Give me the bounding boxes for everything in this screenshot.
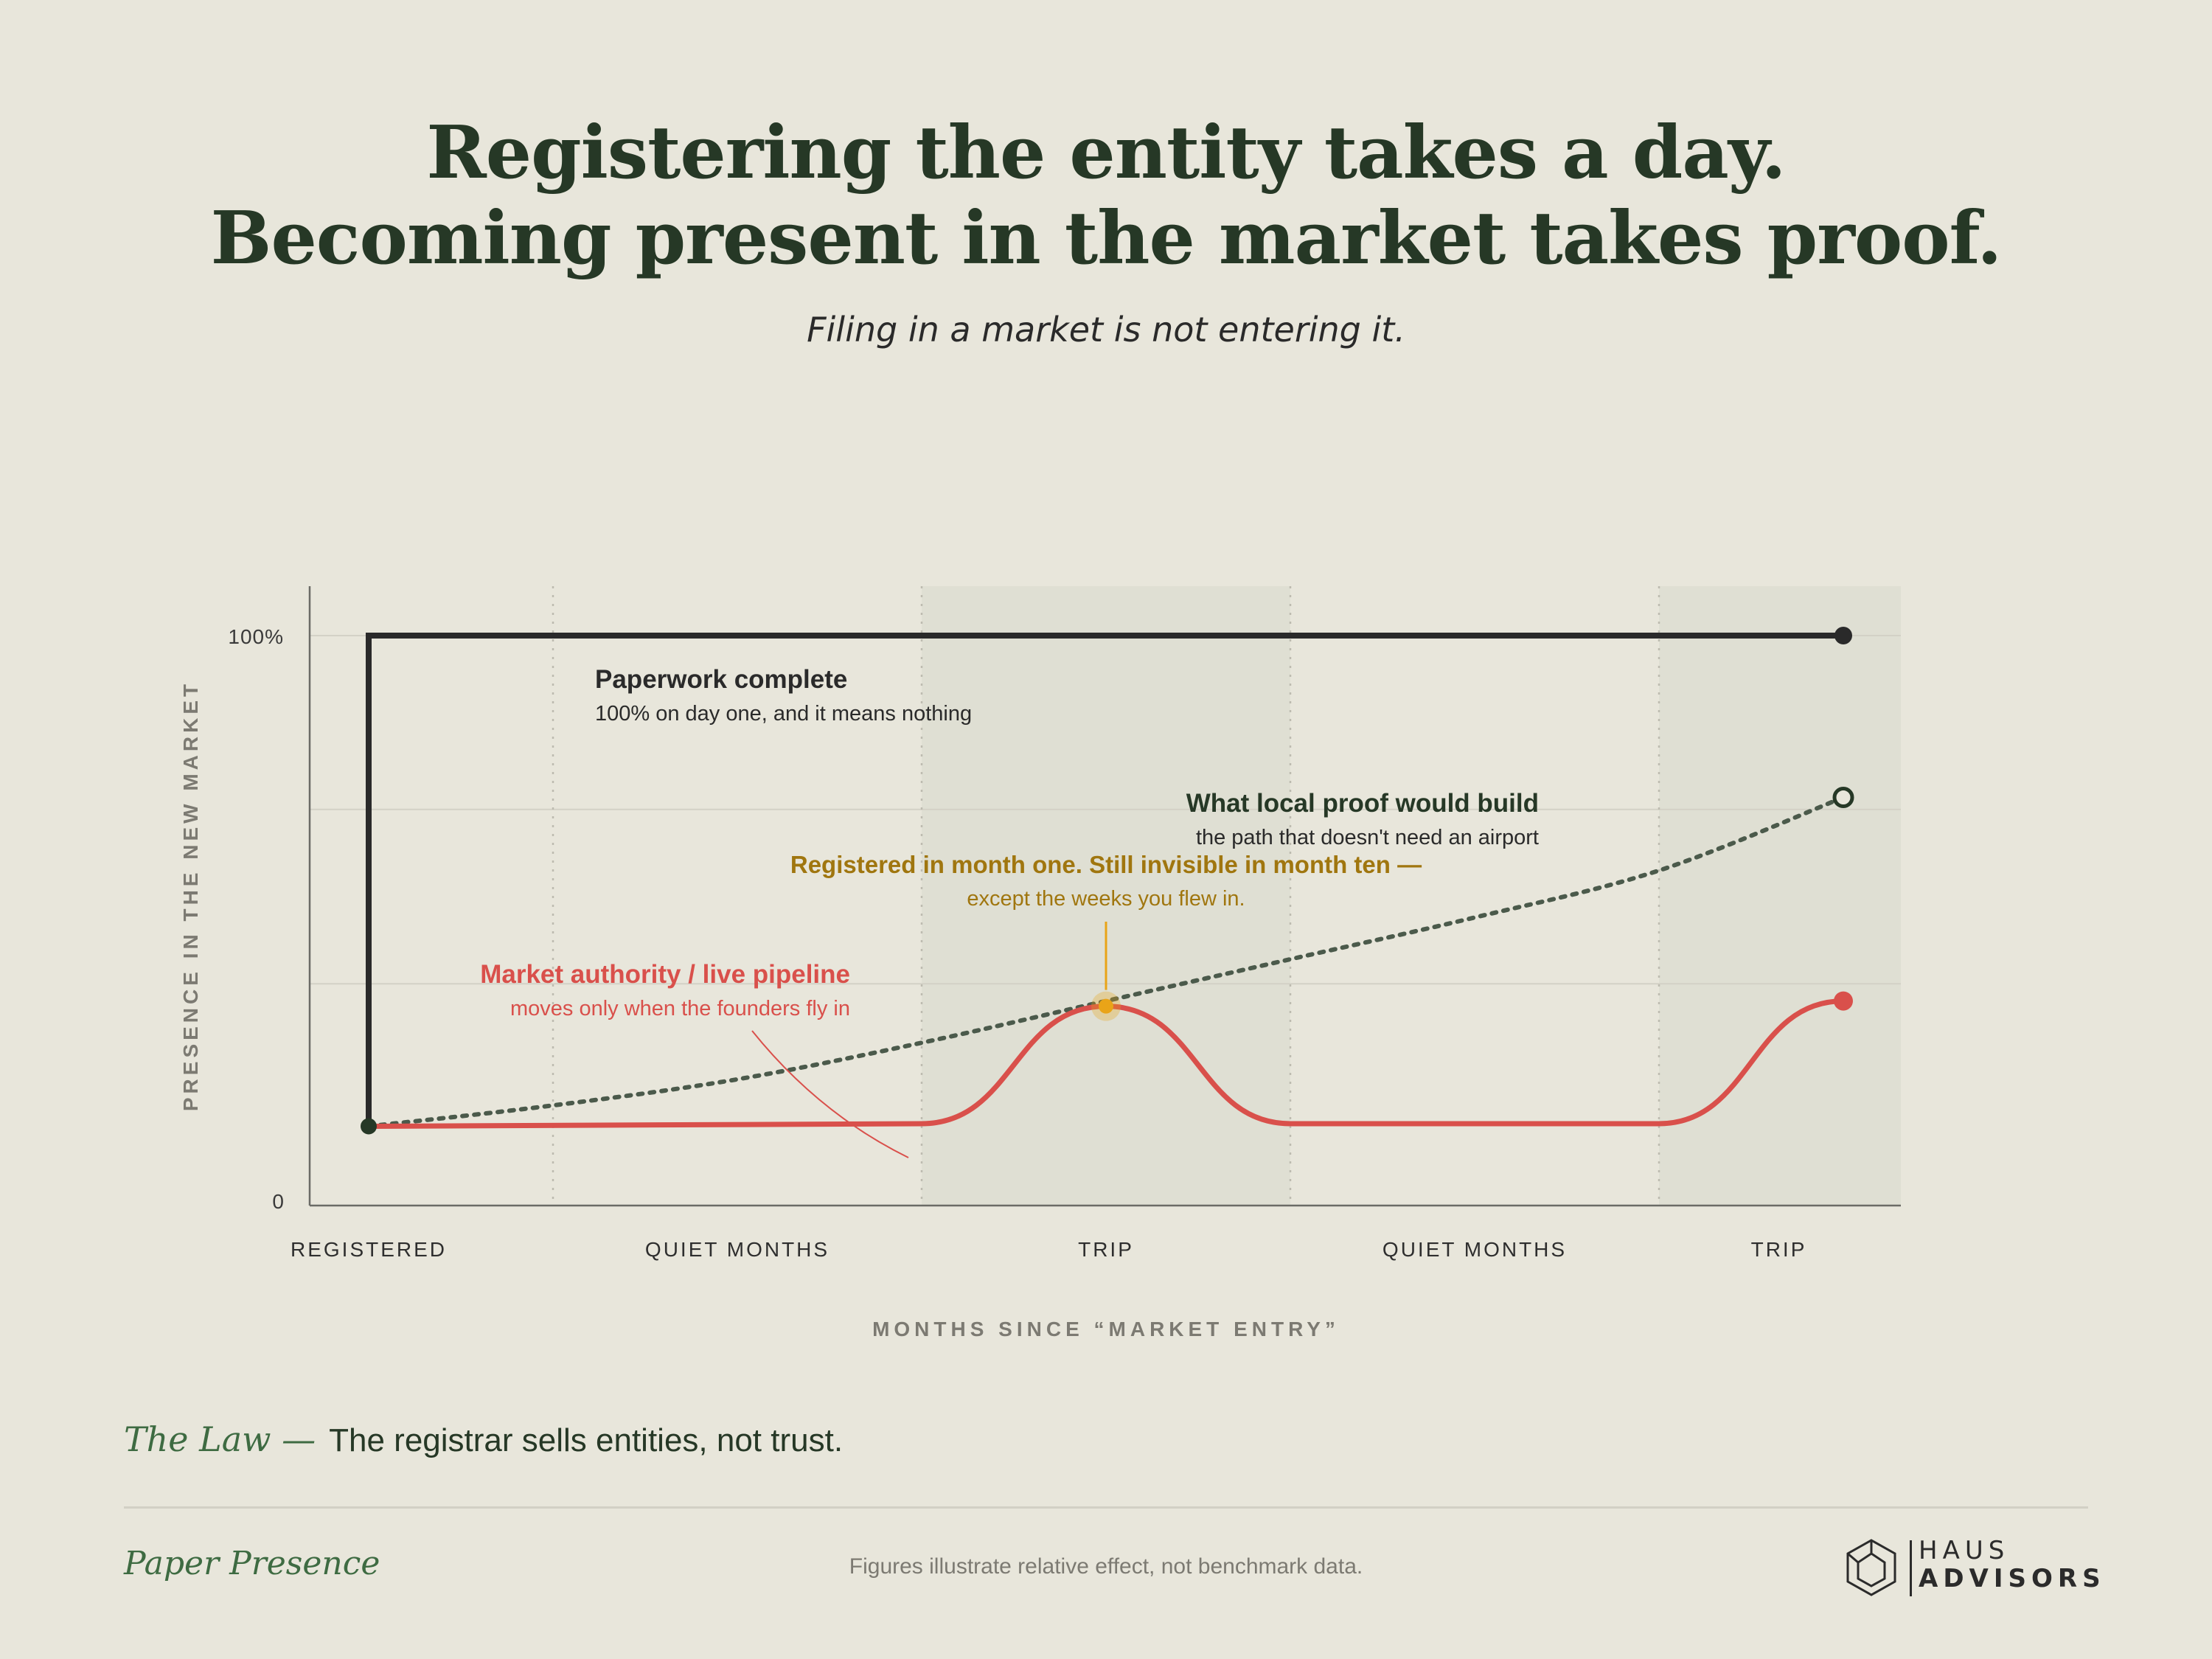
trip-peak-marker	[1099, 998, 1113, 1014]
annotation-market-authority-title: Market authority / live pipeline	[480, 960, 850, 989]
annotation-local-proof-title: What local proof would build	[1186, 789, 1539, 818]
y-axis-label: PRESENCE IN THE NEW MARKET	[179, 681, 202, 1111]
market-authority-end-marker	[1834, 991, 1853, 1011]
logo-haus: HAUS	[1919, 1536, 2010, 1565]
law-text: The registrar sells entities, not trust.	[329, 1422, 844, 1458]
local-proof-end-marker	[1832, 786, 1854, 808]
brand-name: Paper Presence	[124, 1545, 380, 1582]
x-tick-label-1: QUIET MONTHS	[645, 1238, 830, 1261]
series-line-paperwork	[366, 633, 1843, 1127]
x-tick-label-2: TRIP	[1078, 1238, 1134, 1261]
x-axis-label: MONTHS SINCE “MARKET ENTRY”	[872, 1318, 1340, 1340]
footer-divider	[124, 1506, 2088, 1509]
headline: Registering the entity takes a day. Beco…	[0, 111, 2212, 282]
market-authority-leader	[751, 1030, 909, 1158]
annotation-market-authority-sub: moves only when the founders fly in	[510, 997, 850, 1020]
paperwork-end-marker	[1834, 627, 1852, 644]
annotation-registered-sub: except the weeks you flew in.	[967, 887, 1245, 911]
house-hexagon-icon	[1846, 1539, 1896, 1596]
law-statement: The Law — The registrar sells entities, n…	[124, 1419, 843, 1459]
annotation-paperwork-sub: 100% on day one, and it means nothing	[595, 702, 972, 726]
annotation-registered-title: Registered in month one. Still invisible…	[790, 851, 1422, 878]
logo-advisors: ADVISORS	[1919, 1564, 2106, 1593]
x-tick-label-4: TRIP	[1751, 1238, 1807, 1261]
presence-chart: 100% 0 PRESENCE IN THE NEW MARKET REGISTERE…	[179, 586, 1901, 1340]
series-line-local-proof	[366, 795, 1846, 1129]
registration-start-marker	[361, 1118, 377, 1135]
headline-line-2: Becoming present in the market takes pro…	[210, 196, 2003, 281]
y-tick-label-0: 0	[272, 1190, 284, 1213]
logo-separator	[1910, 1540, 1912, 1596]
annotation-paperwork-title: Paperwork complete	[595, 665, 847, 694]
headline-line-1: Registering the entity takes a day.	[426, 111, 1786, 195]
annotation-local-proof-sub: the path that doesn't need an airport	[1196, 826, 1539, 849]
series-line-market-authority	[366, 998, 1846, 1130]
disclaimer: Figures illustrate relative effect, not …	[849, 1554, 1363, 1579]
subtitle: Filing in a market is not entering it.	[807, 310, 1405, 349]
shaded-region-1	[1659, 586, 1901, 1206]
x-tick-label-3: QUIET MONTHS	[1382, 1238, 1567, 1261]
haus-advisors-logo: HAUS ADVISORS	[1845, 1536, 2101, 1600]
x-tick-label-0: REGISTERED	[291, 1238, 447, 1261]
law-label: The Law —	[124, 1419, 316, 1459]
y-tick-label-100: 100%	[228, 625, 284, 648]
